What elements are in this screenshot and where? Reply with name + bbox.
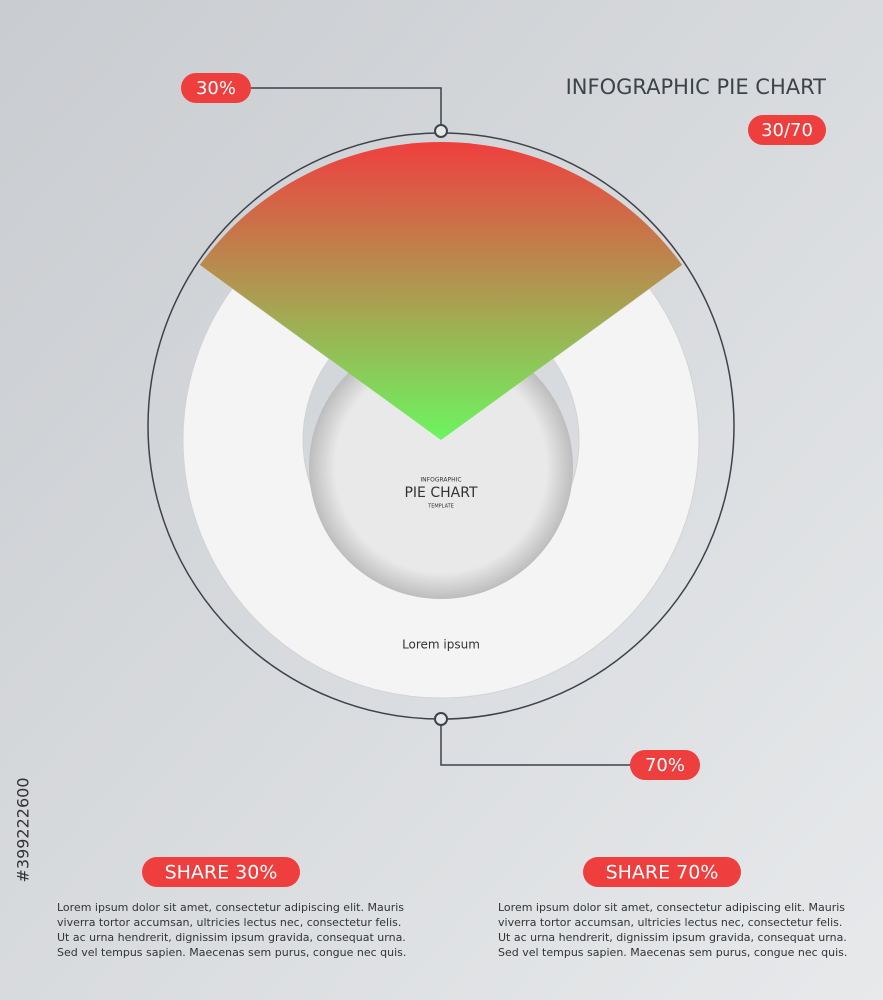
panel-text: Ut ac urna hendrerit, dignissim ipsum gr… (57, 931, 406, 944)
center-disc (309, 335, 573, 599)
badge-label: 70% (645, 755, 685, 776)
badge (748, 115, 826, 145)
panel-text: viverra tortor accumsan, ultricies lectu… (57, 916, 401, 929)
badge (583, 857, 741, 887)
stock-id: #399222600 (14, 777, 33, 882)
center-bottom: TEMPLATE (427, 504, 454, 510)
center-main: PIE CHART (404, 485, 477, 501)
center-top: INFOGRAPHIC (420, 477, 461, 484)
slice-label: Lorem ipsum (402, 638, 480, 652)
badge (630, 750, 700, 780)
panel-text: Sed vel tempus sapien. Maecenas sem puru… (498, 946, 847, 959)
connector (440, 719, 632, 766)
chart-title: INFOGRAPHIC PIE CHART (566, 75, 827, 99)
connector (240, 87, 442, 131)
panel-text: Ut ac urna hendrerit, dignissim ipsum gr… (498, 931, 847, 944)
badge (181, 73, 251, 103)
panel-text: Lorem ipsum dolor sit amet, consectetur … (57, 901, 404, 914)
panel-text: Lorem ipsum dolor sit amet, consectetur … (498, 901, 845, 914)
panel-text: Sed vel tempus sapien. Maecenas sem puru… (57, 946, 406, 959)
badge (142, 857, 300, 887)
pie-slice (199, 141, 683, 440)
panel-text: viverra tortor accumsan, ultricies lectu… (498, 916, 842, 929)
badge-label: 30/70 (761, 120, 813, 141)
connector-dot (434, 124, 448, 138)
connector-dot (434, 712, 448, 726)
badge-label: SHARE 30% (165, 862, 278, 884)
badge-label: 30% (196, 78, 236, 99)
badge-label: SHARE 70% (606, 862, 719, 884)
